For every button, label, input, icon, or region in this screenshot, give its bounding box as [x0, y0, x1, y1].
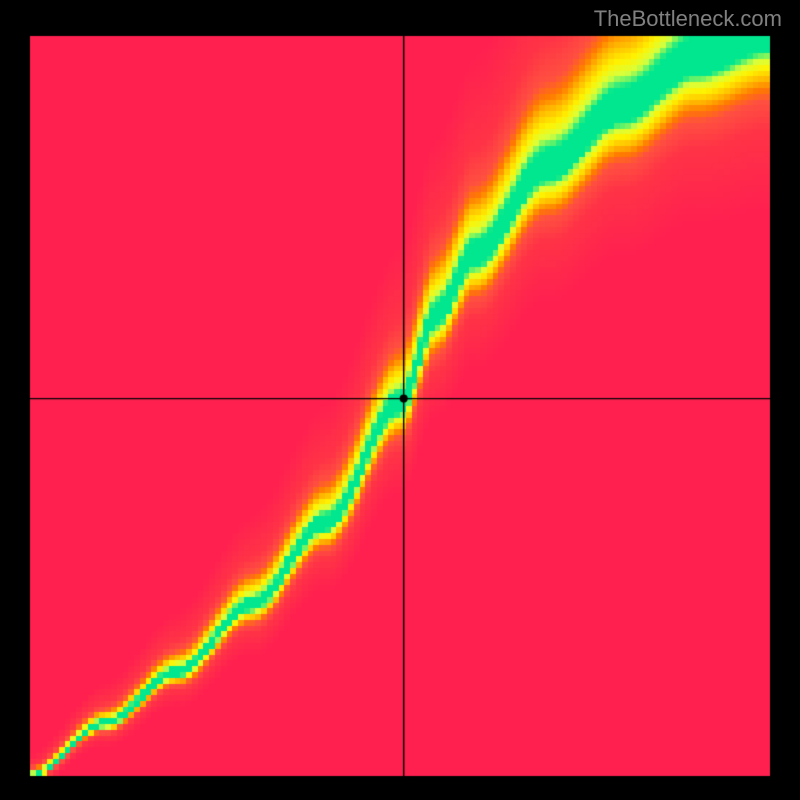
watermark-text: TheBottleneck.com — [594, 6, 782, 32]
chart-container: TheBottleneck.com — [0, 0, 800, 800]
bottleneck-heatmap — [0, 0, 800, 800]
